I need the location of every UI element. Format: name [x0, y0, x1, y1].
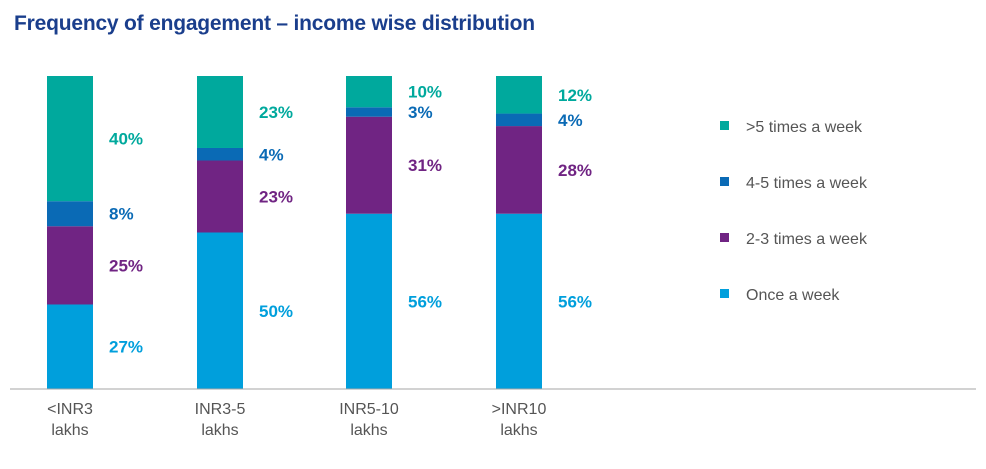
data-label-5-times-a-week-2: 10% [408, 83, 442, 102]
category-label-2-line-0: INR5-10 [339, 401, 399, 418]
bar-2-3-times-a-week-3 [496, 126, 542, 214]
data-label-2-3-times-a-week-2: 31% [408, 156, 442, 175]
data-label-4-5-times-a-week-1: 4% [259, 145, 284, 164]
legend-swatch-4-5-times-a-week [720, 177, 729, 186]
data-label-2-3-times-a-week-3: 28% [558, 161, 592, 180]
bar-4-5-times-a-week-3 [496, 113, 542, 127]
bar-once-a-week-2 [346, 213, 392, 389]
data-label-once-a-week-0: 27% [109, 338, 143, 357]
bar-2-3-times-a-week-0 [47, 226, 93, 305]
category-label-1-line-0: INR3-5 [195, 401, 246, 418]
category-label-1-line-1: lakhs [201, 422, 238, 439]
legend-swatch-5-times-a-week [720, 121, 729, 130]
category-label-3-line-0: >INR10 [492, 401, 547, 418]
bar-5-times-a-week-3 [496, 76, 542, 114]
bar-4-5-times-a-week-2 [346, 107, 392, 117]
bar-4-5-times-a-week-0 [47, 201, 93, 227]
legend: >5 times a week 4-5 times a week 2-3 times… [720, 119, 868, 304]
category-labels: <INR3 lakhs INR3-5 lakhs INR5-10 lakhs >INR10 l… [47, 401, 546, 439]
data-label-once-a-week-3: 56% [558, 292, 592, 311]
data-label-once-a-week-2: 56% [408, 292, 442, 311]
data-label-2-3-times-a-week-1: 23% [259, 188, 293, 207]
legend-swatch-2-3-times-a-week [720, 233, 729, 242]
bar-once-a-week-3 [496, 213, 542, 389]
category-label-2-line-1: lakhs [350, 422, 387, 439]
bar-5-times-a-week-2 [346, 76, 392, 108]
data-label-2-3-times-a-week-0: 25% [109, 256, 143, 275]
category-label-0-line-1: lakhs [51, 422, 88, 439]
data-label-4-5-times-a-week-2: 3% [408, 103, 433, 122]
legend-label-5-times-a-week: >5 times a week [746, 119, 863, 136]
legend-label-2-3-times-a-week: 2-3 times a week [746, 231, 868, 248]
bars-group: 27% 25% 8% 40% 50% 23% 4% 23% 56% 31% 3%10% 56% 28% 4… [47, 76, 592, 389]
bar-5-times-a-week-1 [197, 76, 243, 148]
legend-label-once-a-week: Once a week [746, 287, 840, 304]
bar-2-3-times-a-week-2 [346, 116, 392, 214]
chart-title: Frequency of engagement – income wise di… [14, 12, 535, 35]
data-label-4-5-times-a-week-0: 8% [109, 205, 134, 224]
bar-once-a-week-0 [47, 304, 93, 389]
data-label-5-times-a-week-0: 40% [109, 130, 143, 149]
category-label-3-line-1: lakhs [500, 422, 537, 439]
bar-5-times-a-week-0 [47, 76, 93, 202]
bar-2-3-times-a-week-1 [197, 160, 243, 233]
legend-swatch-once-a-week [720, 289, 729, 298]
legend-label-4-5-times-a-week: 4-5 times a week [746, 175, 868, 192]
data-label-5-times-a-week-3: 12% [558, 86, 592, 105]
data-label-5-times-a-week-1: 23% [259, 103, 293, 122]
bar-once-a-week-1 [197, 232, 243, 389]
bar-4-5-times-a-week-1 [197, 147, 243, 161]
data-label-4-5-times-a-week-3: 4% [558, 111, 583, 130]
data-label-once-a-week-1: 50% [259, 302, 293, 321]
category-label-0-line-0: <INR3 [47, 401, 93, 418]
